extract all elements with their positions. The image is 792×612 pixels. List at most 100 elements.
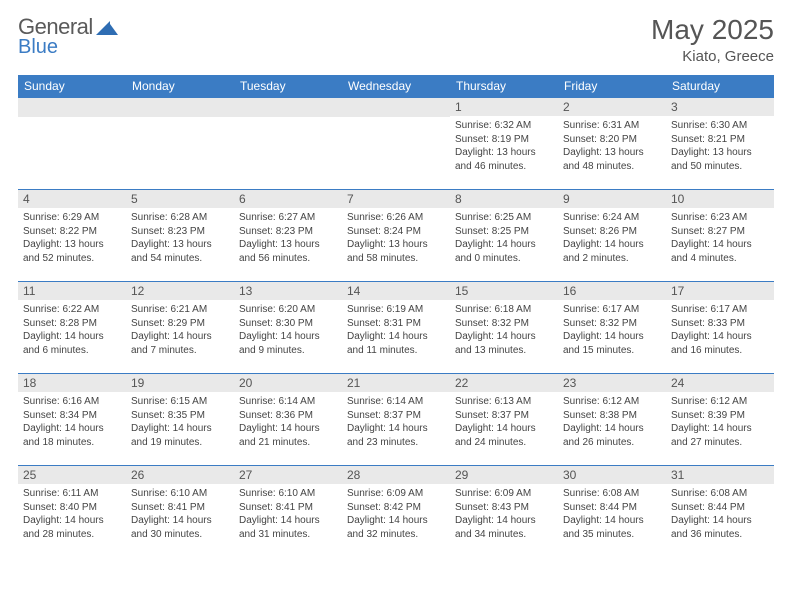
daylight-line: Daylight: 14 hours and 13 minutes. (455, 330, 553, 357)
day-number: 23 (558, 373, 666, 392)
day-number: 6 (234, 189, 342, 208)
sunset-line: Sunset: 8:32 PM (563, 317, 661, 331)
calendar-week-row: 11Sunrise: 6:22 AMSunset: 8:28 PMDayligh… (18, 281, 774, 373)
weekday-header: Saturday (666, 75, 774, 97)
day-details: Sunrise: 6:28 AMSunset: 8:23 PMDaylight:… (126, 208, 234, 270)
day-number: 8 (450, 189, 558, 208)
calendar-day-cell: 19Sunrise: 6:15 AMSunset: 8:35 PMDayligh… (126, 373, 234, 465)
sunrise-line: Sunrise: 6:12 AM (671, 395, 769, 409)
sunset-line: Sunset: 8:21 PM (671, 133, 769, 147)
calendar-day-cell: 1Sunrise: 6:32 AMSunset: 8:19 PMDaylight… (450, 97, 558, 189)
daylight-line: Daylight: 14 hours and 16 minutes. (671, 330, 769, 357)
sunrise-line: Sunrise: 6:29 AM (23, 211, 121, 225)
day-number: 2 (558, 97, 666, 116)
sunrise-line: Sunrise: 6:08 AM (563, 487, 661, 501)
day-details: Sunrise: 6:09 AMSunset: 8:42 PMDaylight:… (342, 484, 450, 546)
calendar-day-cell: 8Sunrise: 6:25 AMSunset: 8:25 PMDaylight… (450, 189, 558, 281)
day-details: Sunrise: 6:26 AMSunset: 8:24 PMDaylight:… (342, 208, 450, 270)
daylight-line: Daylight: 14 hours and 0 minutes. (455, 238, 553, 265)
sunrise-line: Sunrise: 6:08 AM (671, 487, 769, 501)
daylight-line: Daylight: 14 hours and 31 minutes. (239, 514, 337, 541)
calendar-day-cell: 15Sunrise: 6:18 AMSunset: 8:32 PMDayligh… (450, 281, 558, 373)
day-number: 3 (666, 97, 774, 116)
page-title: May 2025 (651, 14, 774, 46)
calendar-day-cell: 18Sunrise: 6:16 AMSunset: 8:34 PMDayligh… (18, 373, 126, 465)
day-number: 10 (666, 189, 774, 208)
calendar-day-cell: 5Sunrise: 6:28 AMSunset: 8:23 PMDaylight… (126, 189, 234, 281)
day-number: 12 (126, 281, 234, 300)
sunset-line: Sunset: 8:43 PM (455, 501, 553, 515)
calendar-day-cell: 7Sunrise: 6:26 AMSunset: 8:24 PMDaylight… (342, 189, 450, 281)
sunrise-line: Sunrise: 6:21 AM (131, 303, 229, 317)
calendar-day-cell: 31Sunrise: 6:08 AMSunset: 8:44 PMDayligh… (666, 465, 774, 557)
sunset-line: Sunset: 8:25 PM (455, 225, 553, 239)
calendar-week-row: 4Sunrise: 6:29 AMSunset: 8:22 PMDaylight… (18, 189, 774, 281)
day-details: Sunrise: 6:18 AMSunset: 8:32 PMDaylight:… (450, 300, 558, 362)
daylight-line: Daylight: 13 hours and 48 minutes. (563, 146, 661, 173)
day-number: 30 (558, 465, 666, 484)
sunrise-line: Sunrise: 6:18 AM (455, 303, 553, 317)
weekday-header: Friday (558, 75, 666, 97)
weekday-header-row: SundayMondayTuesdayWednesdayThursdayFrid… (18, 75, 774, 97)
day-details: Sunrise: 6:30 AMSunset: 8:21 PMDaylight:… (666, 116, 774, 178)
day-number: 13 (234, 281, 342, 300)
daylight-line: Daylight: 14 hours and 9 minutes. (239, 330, 337, 357)
sunset-line: Sunset: 8:41 PM (239, 501, 337, 515)
sunrise-line: Sunrise: 6:14 AM (347, 395, 445, 409)
weekday-header: Wednesday (342, 75, 450, 97)
calendar-day-cell: 4Sunrise: 6:29 AMSunset: 8:22 PMDaylight… (18, 189, 126, 281)
sunset-line: Sunset: 8:34 PM (23, 409, 121, 423)
sunset-line: Sunset: 8:31 PM (347, 317, 445, 331)
daylight-line: Daylight: 14 hours and 2 minutes. (563, 238, 661, 265)
sunset-line: Sunset: 8:19 PM (455, 133, 553, 147)
sunrise-line: Sunrise: 6:23 AM (671, 211, 769, 225)
daylight-line: Daylight: 14 hours and 27 minutes. (671, 422, 769, 449)
sunrise-line: Sunrise: 6:26 AM (347, 211, 445, 225)
daylight-line: Daylight: 14 hours and 7 minutes. (131, 330, 229, 357)
calendar-day-cell: 23Sunrise: 6:12 AMSunset: 8:38 PMDayligh… (558, 373, 666, 465)
calendar-empty-cell (126, 97, 234, 189)
sunrise-line: Sunrise: 6:09 AM (347, 487, 445, 501)
day-details: Sunrise: 6:13 AMSunset: 8:37 PMDaylight:… (450, 392, 558, 454)
daylight-line: Daylight: 14 hours and 24 minutes. (455, 422, 553, 449)
sunset-line: Sunset: 8:23 PM (131, 225, 229, 239)
calendar-day-cell: 9Sunrise: 6:24 AMSunset: 8:26 PMDaylight… (558, 189, 666, 281)
calendar-day-cell: 22Sunrise: 6:13 AMSunset: 8:37 PMDayligh… (450, 373, 558, 465)
calendar-table: SundayMondayTuesdayWednesdayThursdayFrid… (18, 75, 774, 557)
day-number: 31 (666, 465, 774, 484)
sunrise-line: Sunrise: 6:11 AM (23, 487, 121, 501)
sunset-line: Sunset: 8:22 PM (23, 225, 121, 239)
sunrise-line: Sunrise: 6:10 AM (131, 487, 229, 501)
sunset-line: Sunset: 8:44 PM (671, 501, 769, 515)
day-details: Sunrise: 6:14 AMSunset: 8:37 PMDaylight:… (342, 392, 450, 454)
daylight-line: Daylight: 14 hours and 21 minutes. (239, 422, 337, 449)
daylight-line: Daylight: 14 hours and 34 minutes. (455, 514, 553, 541)
day-number: 17 (666, 281, 774, 300)
day-details: Sunrise: 6:31 AMSunset: 8:20 PMDaylight:… (558, 116, 666, 178)
day-number: 5 (126, 189, 234, 208)
daylight-line: Daylight: 14 hours and 19 minutes. (131, 422, 229, 449)
day-details: Sunrise: 6:10 AMSunset: 8:41 PMDaylight:… (126, 484, 234, 546)
daylight-line: Daylight: 14 hours and 18 minutes. (23, 422, 121, 449)
day-details: Sunrise: 6:23 AMSunset: 8:27 PMDaylight:… (666, 208, 774, 270)
sunrise-line: Sunrise: 6:14 AM (239, 395, 337, 409)
day-details: Sunrise: 6:11 AMSunset: 8:40 PMDaylight:… (18, 484, 126, 546)
sunset-line: Sunset: 8:38 PM (563, 409, 661, 423)
calendar-day-cell: 21Sunrise: 6:14 AMSunset: 8:37 PMDayligh… (342, 373, 450, 465)
logo: General Blue (18, 14, 118, 59)
daylight-line: Daylight: 14 hours and 6 minutes. (23, 330, 121, 357)
calendar-day-cell: 12Sunrise: 6:21 AMSunset: 8:29 PMDayligh… (126, 281, 234, 373)
calendar-day-cell: 2Sunrise: 6:31 AMSunset: 8:20 PMDaylight… (558, 97, 666, 189)
sunset-line: Sunset: 8:37 PM (455, 409, 553, 423)
day-number: 22 (450, 373, 558, 392)
daylight-line: Daylight: 14 hours and 28 minutes. (23, 514, 121, 541)
daylight-line: Daylight: 13 hours and 52 minutes. (23, 238, 121, 265)
day-details: Sunrise: 6:08 AMSunset: 8:44 PMDaylight:… (558, 484, 666, 546)
day-number: 19 (126, 373, 234, 392)
sunset-line: Sunset: 8:35 PM (131, 409, 229, 423)
sunset-line: Sunset: 8:37 PM (347, 409, 445, 423)
calendar-day-cell: 24Sunrise: 6:12 AMSunset: 8:39 PMDayligh… (666, 373, 774, 465)
page-subtitle: Kiato, Greece (651, 48, 774, 65)
sunrise-line: Sunrise: 6:20 AM (239, 303, 337, 317)
calendar-day-cell: 11Sunrise: 6:22 AMSunset: 8:28 PMDayligh… (18, 281, 126, 373)
